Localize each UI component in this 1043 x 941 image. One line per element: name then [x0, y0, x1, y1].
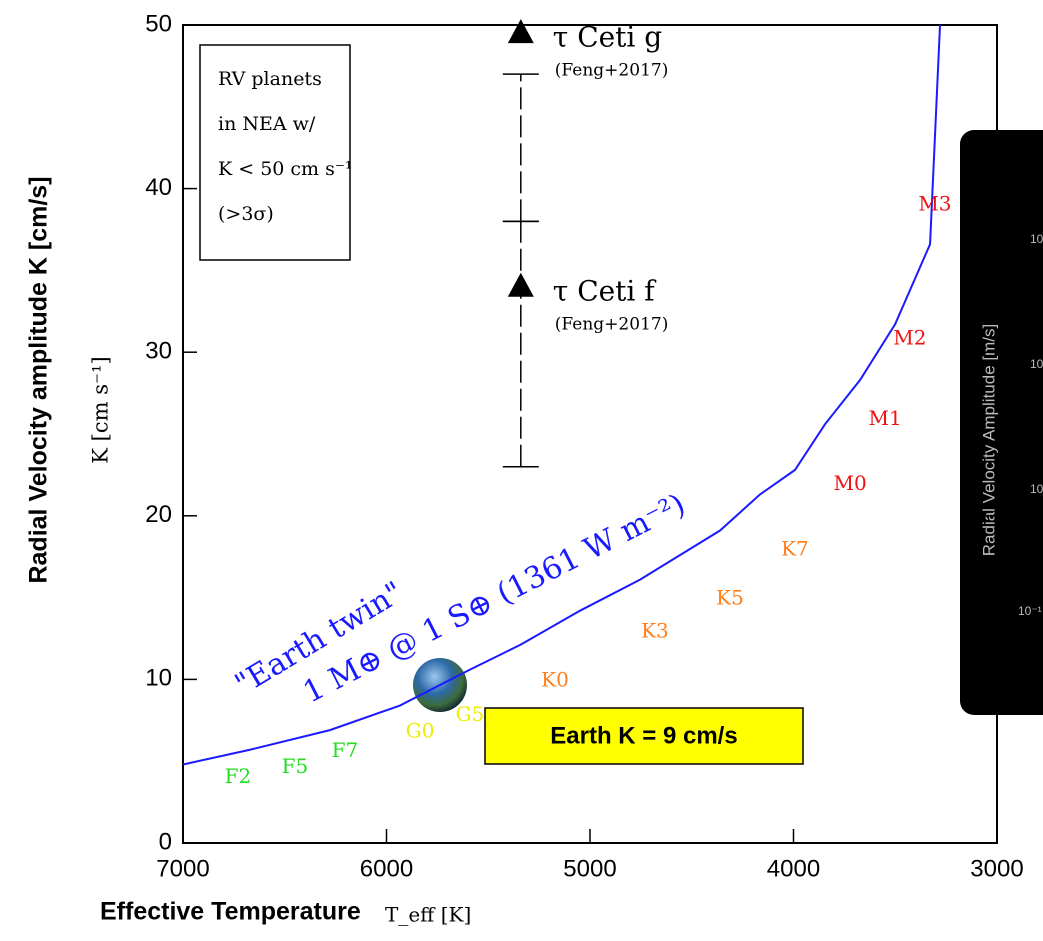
spectral-type: K5	[716, 586, 744, 610]
legend-line: (>3σ)	[218, 203, 274, 225]
spectral-type: K3	[641, 618, 669, 642]
chart: Radial Velocity amplitude K [cm/s] K [cm…	[0, 0, 1043, 941]
planet-ref: (Feng+2017)	[555, 314, 669, 334]
planet-name: τ Ceti f	[553, 274, 657, 307]
legend-line: in NEA w/	[218, 113, 316, 135]
planet-marker	[508, 19, 534, 43]
y-tick-label: 10	[145, 665, 172, 692]
y-tick-label: 0	[159, 828, 172, 855]
spectral-type: K0	[541, 668, 569, 692]
overlay-tick: 10¹	[1030, 357, 1043, 371]
overlay-tick: 10⁰	[1030, 482, 1043, 496]
legend-line: RV planets	[218, 68, 322, 90]
y-axis-label: Radial Velocity amplitude K [cm/s]	[25, 176, 53, 583]
spectral-type: M3	[918, 191, 951, 215]
x-tick-label: 6000	[360, 855, 413, 882]
spectral-type: K7	[781, 537, 809, 561]
x-tick-label: 5000	[563, 855, 616, 882]
x-axis-inner-label: T_eff [K]	[385, 903, 471, 927]
legend-line: K < 50 cm s⁻¹	[218, 158, 353, 180]
overlay-panel	[960, 130, 1043, 715]
overlay-tick: 10²	[1030, 232, 1043, 246]
y-tick-label: 50	[145, 10, 172, 37]
spectral-type: F7	[332, 738, 359, 762]
spectral-type: M1	[868, 406, 901, 430]
spectral-type: M2	[893, 326, 926, 350]
page: Radial Velocity amplitude K [cm/s] K [cm…	[0, 0, 1043, 941]
spectral-type: M0	[833, 471, 866, 495]
spectral-type: G5	[456, 702, 485, 726]
x-tick-label: 4000	[767, 855, 820, 882]
y-tick-label: 40	[145, 174, 172, 201]
planet-ref: (Feng+2017)	[555, 61, 669, 81]
x-tick-label: 7000	[156, 855, 209, 882]
overlay-axis-label: Radial Velocity Amplitude [m/s]	[979, 324, 998, 556]
y-tick-label: 30	[145, 338, 172, 365]
spectral-type: G0	[406, 718, 435, 742]
planet-name: τ Ceti g	[553, 21, 662, 54]
overlay-tick: 10⁻¹	[1018, 604, 1042, 618]
callout: Earth K = 9 cm/s	[550, 722, 737, 749]
x-axis-label: Effective Temperature	[100, 898, 361, 926]
x-tick-label: 3000	[970, 855, 1023, 882]
y-axis-inner-label: K [cm s⁻¹]	[89, 356, 113, 463]
spectral-type: F5	[282, 754, 309, 778]
y-tick-label: 20	[145, 501, 172, 528]
spectral-type: F2	[225, 764, 252, 788]
planet-marker	[508, 273, 534, 297]
